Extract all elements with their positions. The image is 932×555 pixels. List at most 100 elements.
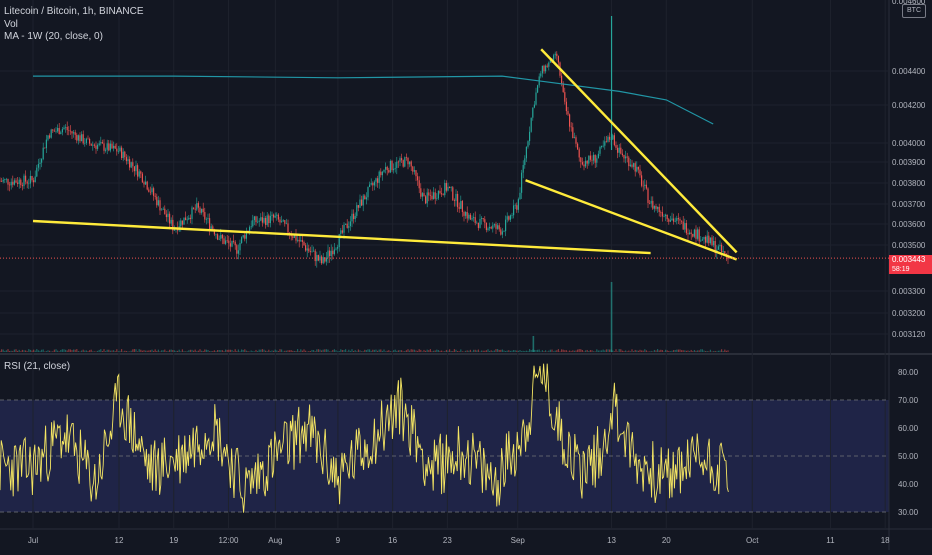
volume-bar	[353, 350, 355, 352]
price-tick-label: 0.003800	[892, 179, 926, 188]
candle-body	[673, 218, 675, 222]
candle-body	[325, 257, 327, 262]
candle-body	[36, 167, 38, 177]
candle-body	[349, 221, 351, 227]
volume-legend[interactable]: Vol	[4, 19, 18, 30]
volume-bar	[266, 351, 268, 352]
volume-bar	[490, 350, 492, 352]
ma-legend[interactable]: MA - 1W (20, close, 0)	[4, 31, 103, 42]
candle-body	[663, 216, 665, 217]
candle-body	[172, 219, 174, 231]
volume-bar	[429, 349, 431, 352]
candle-body	[364, 195, 366, 200]
volume-bar	[133, 349, 135, 352]
candle-body	[218, 238, 220, 240]
candle-body	[623, 155, 625, 159]
candle-body	[573, 137, 575, 139]
volume-bar	[77, 351, 79, 352]
volume-bar	[591, 350, 593, 352]
candle-body	[533, 104, 535, 108]
volume-bar	[727, 350, 729, 352]
volume-bar	[324, 349, 326, 352]
candle-body	[410, 161, 412, 167]
candle-body	[141, 173, 143, 183]
candle-body	[705, 236, 707, 243]
volume-bar	[61, 349, 63, 352]
price-tick-label: 0.003900	[892, 158, 926, 167]
volume-bar	[538, 349, 540, 352]
candle-body	[314, 250, 316, 262]
volume-bar	[127, 351, 129, 352]
candle-body	[407, 157, 409, 165]
volume-bar	[277, 351, 279, 352]
volume-bar	[482, 350, 484, 352]
volume-bar	[181, 349, 183, 352]
candle-body	[29, 175, 31, 184]
volume-spike-bar	[610, 282, 613, 352]
volume-bar	[12, 350, 14, 352]
candle-body	[113, 145, 115, 149]
candle-body	[31, 175, 33, 181]
volume-bar	[477, 349, 479, 352]
candle-body	[649, 202, 651, 204]
volume-bar	[42, 349, 44, 352]
volume-bar	[513, 350, 515, 352]
symbol-legend[interactable]: Litecoin / Bitcoin, 1h, BINANCE	[4, 6, 144, 17]
currency-unit-badge[interactable]: BTC	[902, 4, 926, 18]
volume-bar	[287, 350, 289, 352]
candle-body	[524, 158, 526, 165]
candle-body	[140, 171, 142, 174]
candle-body	[263, 217, 265, 223]
volume-bar	[426, 349, 428, 352]
candle-body	[385, 166, 387, 170]
volume-bar	[497, 349, 499, 352]
volume-bar	[15, 349, 17, 352]
volume-bar	[701, 349, 703, 352]
candle-body	[261, 217, 263, 223]
candle-body	[68, 130, 70, 131]
candle-body	[282, 220, 284, 222]
volume-bar	[458, 351, 460, 352]
candle-body	[717, 246, 719, 250]
volume-bar	[402, 351, 404, 352]
rsi-legend[interactable]: RSI (21, close)	[4, 361, 70, 372]
volume-bar	[588, 350, 590, 352]
volume-bar	[437, 350, 439, 352]
candle-body	[274, 215, 276, 218]
volume-bar	[345, 349, 347, 352]
volume-bar	[87, 351, 89, 352]
candle-body	[687, 233, 689, 235]
volume-bar	[580, 349, 582, 352]
volume-bar	[33, 349, 35, 352]
candle-body	[503, 231, 505, 232]
volume-bar	[399, 350, 401, 352]
volume-bar	[85, 350, 87, 352]
volume-bar	[524, 351, 526, 352]
candle-body	[52, 129, 54, 131]
trendline-1	[32, 219, 651, 255]
volume-bar	[263, 349, 265, 352]
volume-bar	[231, 349, 233, 352]
candle-body	[346, 223, 348, 228]
volume-bar	[679, 349, 681, 352]
candle-body	[693, 229, 695, 237]
volume-bar	[221, 350, 223, 352]
candle-body	[271, 214, 273, 216]
candle-body	[135, 165, 137, 172]
candle-body	[343, 224, 345, 233]
volume-bar	[557, 349, 559, 352]
volume-bar	[621, 350, 623, 352]
candle-body	[530, 117, 532, 132]
volume-bar	[34, 350, 36, 352]
volume-bar	[329, 351, 331, 352]
candle-body	[719, 244, 721, 247]
candle-body	[269, 215, 271, 224]
volume-bar	[63, 349, 65, 352]
volume-bar	[153, 350, 155, 352]
candle-body	[220, 234, 222, 239]
candle-body	[15, 180, 17, 183]
rsi-tick-label: 80.00	[898, 368, 919, 377]
volume-bar	[82, 349, 84, 352]
